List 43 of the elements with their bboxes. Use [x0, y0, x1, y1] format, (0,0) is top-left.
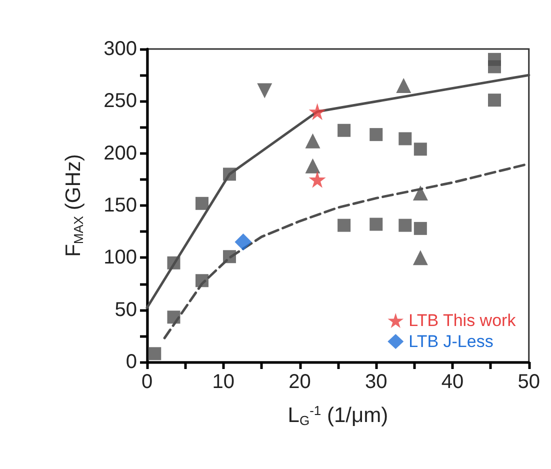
y-tick-label: 100	[104, 246, 137, 269]
point	[222, 250, 236, 264]
point	[257, 83, 272, 98]
point	[412, 250, 428, 266]
point	[414, 222, 427, 235]
point	[398, 218, 412, 232]
point	[148, 347, 162, 360]
legend-label: LTB J-Less	[408, 332, 494, 351]
y-tick-label: 150	[104, 194, 137, 216]
x-tick-label: 50	[518, 371, 540, 393]
x-tick-label: 10	[212, 371, 234, 393]
y-tick-label: 200	[104, 142, 137, 164]
y-tick-label: 50	[114, 298, 137, 321]
y-tick-label: 0	[126, 351, 137, 373]
point	[414, 142, 427, 156]
point	[234, 234, 252, 251]
point	[305, 133, 320, 148]
x-tick-label: 40	[441, 371, 464, 393]
point	[308, 103, 326, 120]
point	[308, 170, 326, 188]
y-tick-label: 250	[104, 90, 137, 112]
point	[396, 78, 412, 94]
point	[167, 310, 180, 324]
point	[195, 196, 208, 210]
point	[338, 124, 351, 137]
point	[167, 256, 180, 270]
x-tick-label: 20	[288, 371, 311, 393]
x-tick-label: 30	[365, 371, 388, 393]
point	[412, 185, 428, 200]
point	[370, 218, 383, 231]
point	[338, 218, 351, 232]
y-tick-label: 300	[104, 38, 137, 60]
point	[370, 128, 383, 142]
point	[488, 60, 502, 74]
point	[195, 274, 208, 288]
point	[488, 94, 502, 107]
legend-label: LTB This work	[408, 311, 516, 330]
point	[305, 158, 320, 174]
y-axis-title: FMAX (GHz)	[62, 154, 86, 257]
point	[222, 168, 236, 181]
line-series	[146, 74, 530, 309]
x-tick-label: 0	[141, 371, 153, 393]
point	[398, 132, 412, 146]
